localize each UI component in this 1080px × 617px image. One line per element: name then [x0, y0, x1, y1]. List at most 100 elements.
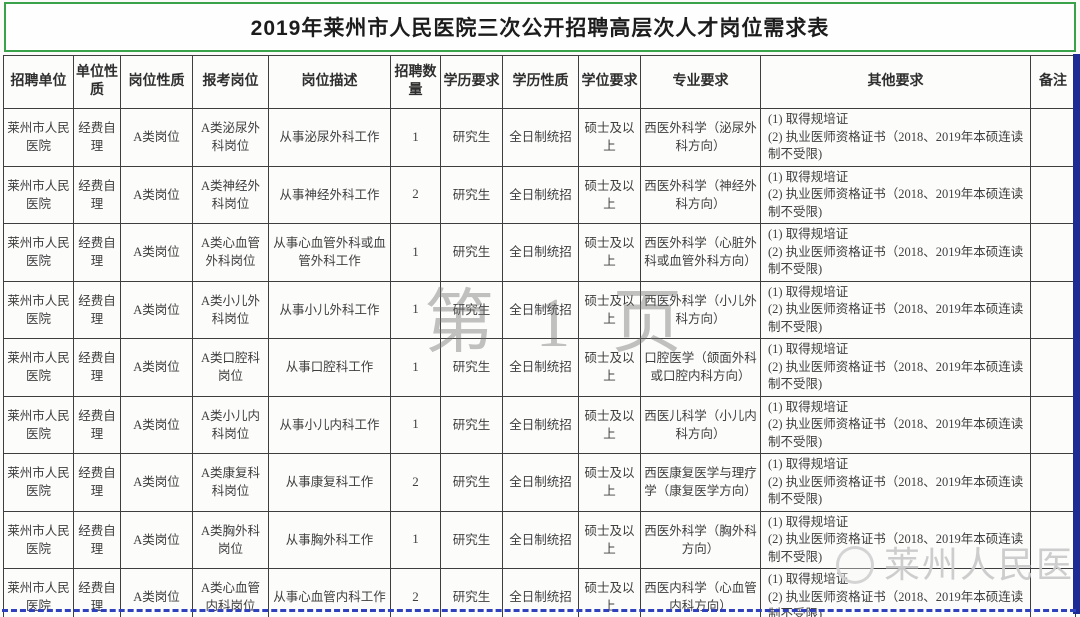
- cell-unit_nature: 经费自理: [73, 165, 121, 224]
- cell-degree: 硕士及以上: [578, 165, 641, 224]
- cell-unit: 莱州市人民医院: [3, 280, 74, 339]
- column-header-degree: 学位要求: [578, 55, 641, 109]
- cell-edu_nature: 全日制统招: [502, 510, 579, 569]
- cell-unit_nature: 经费自理: [73, 108, 121, 167]
- cell-major: 西医外科学（小儿外科方向）: [640, 280, 761, 339]
- column-header-desc: 岗位描述: [268, 55, 391, 109]
- cell-desc: 从事心血管外科或血管外科工作: [268, 223, 391, 282]
- cell-degree: 硕士及以上: [578, 223, 641, 282]
- cell-unit: 莱州市人民医院: [3, 165, 74, 224]
- cell-desc: 从事小儿内科工作: [268, 395, 391, 454]
- cell-edu: 研究生: [440, 165, 503, 224]
- column-header-unit_nature: 单位性质: [73, 55, 121, 109]
- cell-count: 1: [390, 223, 441, 282]
- cell-other: (1) 取得规培证 (2) 执业医师资格证书（2018、2019年本硕连读制不受…: [760, 395, 1031, 454]
- cell-desc: 从事口腔科工作: [268, 338, 391, 397]
- right-edge-strip: [1073, 54, 1080, 614]
- cell-post: A类康复科科岗位: [192, 453, 269, 512]
- cell-unit: 莱州市人民医院: [3, 338, 74, 397]
- cell-major: 西医康复医学与理疗学（康复医学方向）: [640, 453, 761, 512]
- cell-unit_nature: 经费自理: [73, 223, 121, 282]
- cell-desc: 从事心血管内科工作: [268, 568, 391, 617]
- cell-count: 1: [390, 338, 441, 397]
- cell-post: A类泌尿外科岗位: [192, 108, 269, 167]
- cell-remark: [1030, 453, 1076, 512]
- cell-post_nature: A类岗位: [120, 395, 193, 454]
- cell-other: (1) 取得规培证 (2) 执业医师资格证书（2018、2019年本硕连读制不受…: [760, 165, 1031, 224]
- cell-edu_nature: 全日制统招: [502, 165, 579, 224]
- cell-post_nature: A类岗位: [120, 165, 193, 224]
- table-row: 莱州市人民医院 经费自理 A类岗位 A类心血管外科岗位 从事心血管外科或血管外科工作 1 研…: [3, 223, 1076, 282]
- cell-count: 1: [390, 510, 441, 569]
- cell-edu_nature: 全日制统招: [502, 453, 579, 512]
- cell-post: A类心血管内科岗位: [192, 568, 269, 617]
- cell-post_nature: A类岗位: [120, 453, 193, 512]
- cell-desc: 从事神经外科工作: [268, 165, 391, 224]
- cell-other: (1) 取得规培证 (2) 执业医师资格证书（2018、2019年本硕连读制不受…: [760, 568, 1031, 617]
- cell-post_nature: A类岗位: [120, 338, 193, 397]
- column-header-post_nature: 岗位性质: [120, 55, 193, 109]
- cell-post: A类胸外科岗位: [192, 510, 269, 569]
- cell-edu: 研究生: [440, 568, 503, 617]
- cell-major: 西医外科学（泌尿外科方向）: [640, 108, 761, 167]
- cell-post_nature: A类岗位: [120, 568, 193, 617]
- cell-post: A类神经外科岗位: [192, 165, 269, 224]
- cell-count: 1: [390, 395, 441, 454]
- cell-unit_nature: 经费自理: [73, 510, 121, 569]
- cell-edu_nature: 全日制统招: [502, 395, 579, 454]
- cell-edu: 研究生: [440, 108, 503, 167]
- cell-desc: 从事康复科工作: [268, 453, 391, 512]
- column-header-remark: 备注: [1030, 55, 1076, 109]
- cell-count: 1: [390, 108, 441, 167]
- cell-major: 西医外科学（胸外科方向）: [640, 510, 761, 569]
- cell-other: (1) 取得规培证 (2) 执业医师资格证书（2018、2019年本硕连读制不受…: [760, 453, 1031, 512]
- cell-edu: 研究生: [440, 280, 503, 339]
- cell-other: (1) 取得规培证 (2) 执业医师资格证书（2018、2019年本硕连读制不受…: [760, 510, 1031, 569]
- cell-unit_nature: 经费自理: [73, 395, 121, 454]
- table-row: 莱州市人民医院 经费自理 A类岗位 A类康复科科岗位 从事康复科工作 2 研究生 全日制统招硕…: [3, 453, 1076, 512]
- cell-count: 2: [390, 453, 441, 512]
- cell-remark: [1030, 510, 1076, 569]
- job-requirements-table: 招聘单位 单位性质 岗位性质 报考岗位 岗位描述 招聘数量 学历要求 学历性质 学位要求 专业要求…: [3, 55, 1076, 617]
- cell-other: (1) 取得规培证 (2) 执业医师资格证书（2018、2019年本硕连读制不受…: [760, 223, 1031, 282]
- cell-remark: [1030, 108, 1076, 167]
- cell-remark: [1030, 568, 1076, 617]
- cell-unit_nature: 经费自理: [73, 453, 121, 512]
- cell-edu: 研究生: [440, 395, 503, 454]
- cell-unit_nature: 经费自理: [73, 280, 121, 339]
- cell-remark: [1030, 165, 1076, 224]
- cell-edu_nature: 全日制统招: [502, 338, 579, 397]
- cell-remark: [1030, 395, 1076, 454]
- cell-count: 1: [390, 280, 441, 339]
- column-header-other: 其他要求: [760, 55, 1031, 109]
- cell-desc: 从事胸外科工作: [268, 510, 391, 569]
- table-row: 莱州市人民医院 经费自理 A类岗位 A类胸外科岗位 从事胸外科工作 1 研究生 全日制统招 硕士…: [3, 510, 1076, 569]
- cell-desc: 从事泌尿外科工作: [268, 108, 391, 167]
- cell-post_nature: A类岗位: [120, 280, 193, 339]
- cell-edu_nature: 全日制统招: [502, 568, 579, 617]
- cell-remark: [1030, 280, 1076, 339]
- cell-edu_nature: 全日制统招: [502, 108, 579, 167]
- cell-major: 西医外科学（心脏外科或血管外科方向）: [640, 223, 761, 282]
- cell-degree: 硕士及以上: [578, 510, 641, 569]
- cell-edu: 研究生: [440, 453, 503, 512]
- cell-other: (1) 取得规培证 (2) 执业医师资格证书（2018、2019年本硕连读制不受…: [760, 280, 1031, 339]
- cell-unit_nature: 经费自理: [73, 338, 121, 397]
- page-title: 2019年莱州市人民医院三次公开招聘高层次人才岗位需求表: [250, 17, 830, 40]
- cell-unit: 莱州市人民医院: [3, 108, 74, 167]
- cell-unit: 莱州市人民医院: [3, 510, 74, 569]
- cell-degree: 硕士及以上: [578, 453, 641, 512]
- cell-remark: [1030, 338, 1076, 397]
- cell-count: 2: [390, 165, 441, 224]
- cell-unit: 莱州市人民医院: [3, 223, 74, 282]
- cell-major: 西医外科学（神经外科方向）: [640, 165, 761, 224]
- bottom-dashed-border: [2, 609, 1076, 612]
- table-row: 莱州市人民医院 经费自理 A类岗位 A类小儿内科岗位 从事小儿内科工作 1 研究生 全日制统招…: [3, 395, 1076, 454]
- cell-degree: 硕士及以上: [578, 338, 641, 397]
- column-header-unit: 招聘单位: [3, 55, 74, 109]
- cell-desc: 从事小儿外科工作: [268, 280, 391, 339]
- cell-edu_nature: 全日制统招: [502, 223, 579, 282]
- cell-count: 2: [390, 568, 441, 617]
- cell-unit: 莱州市人民医院: [3, 453, 74, 512]
- table-row: 莱州市人民医院 经费自理 A类岗位 A类小儿外科岗位 从事小儿外科工作 1 研究生 全日制统招…: [3, 280, 1076, 339]
